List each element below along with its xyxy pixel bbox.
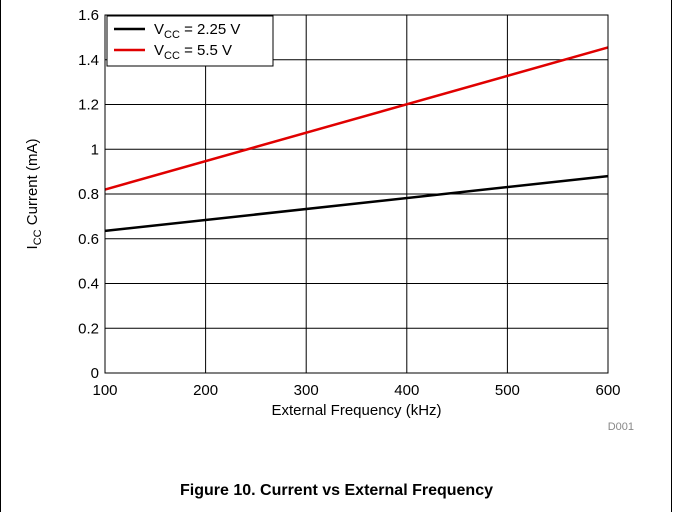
y-axis-label-pre: I bbox=[24, 245, 41, 249]
series-line-1 bbox=[104, 46, 609, 191]
x-tick-label: 500 bbox=[495, 382, 520, 399]
y-tick-label: 1.2 bbox=[78, 97, 99, 114]
x-tick-label: 400 bbox=[394, 382, 419, 399]
y-tick-label: 0.8 bbox=[78, 186, 99, 203]
series-layer bbox=[104, 46, 609, 233]
legend-1-pre: V bbox=[154, 42, 164, 59]
x-tick-label: 300 bbox=[294, 382, 319, 399]
x-tick-label: 600 bbox=[595, 382, 620, 399]
figure-code: D001 bbox=[608, 421, 634, 433]
x-tick-label: 200 bbox=[193, 382, 218, 399]
figure-caption: Figure 10. Current vs External Frequency bbox=[180, 482, 493, 499]
legend-entry-vcc-5-5: VCC = 5.5 V bbox=[154, 42, 232, 62]
legend-0-post: = 2.25 V bbox=[180, 21, 240, 38]
x-axis-label: External Frequency (kHz) bbox=[271, 402, 441, 419]
y-tick-label: 1.4 bbox=[78, 52, 99, 69]
y-tick-label: 0.2 bbox=[78, 320, 99, 337]
y-tick-label: 0.6 bbox=[78, 231, 99, 248]
x-tick-label: 100 bbox=[92, 382, 117, 399]
chart: 100 200 300 400 500 600 0 0.2 0.4 0.6 0.8 1 1.2 1.4 1.… bbox=[24, 7, 634, 433]
frame-right-border bbox=[671, 0, 672, 512]
y-tick-label: 0.4 bbox=[78, 276, 99, 293]
y-axis-label-post: Current (mA) bbox=[24, 139, 41, 230]
tick-labels: 100 200 300 400 500 600 0 0.2 0.4 0.6 0.8 1 1.2 1.4 1.… bbox=[78, 7, 620, 399]
y-tick-label: 1 bbox=[91, 141, 99, 158]
legend: VCC = 2.25 V VCC = 5.5 V bbox=[106, 15, 274, 67]
legend-box bbox=[106, 15, 274, 67]
legend-0-pre: V bbox=[154, 21, 164, 38]
y-tick-label: 1.6 bbox=[78, 7, 99, 24]
plot-border bbox=[104, 14, 609, 374]
series-line-0 bbox=[104, 174, 609, 233]
legend-entry-vcc-2-25: VCC = 2.25 V bbox=[154, 21, 240, 41]
legend-1-post: = 5.5 V bbox=[180, 42, 232, 59]
y-axis-label-sub: CC bbox=[32, 229, 44, 245]
grid bbox=[105, 15, 608, 373]
y-tick-label: 0 bbox=[91, 365, 99, 382]
legend-0-sub: CC bbox=[164, 29, 180, 41]
legend-1-sub: CC bbox=[164, 50, 180, 62]
frame-left-border bbox=[0, 0, 1, 512]
y-axis-label: ICC Current (mA) bbox=[24, 139, 44, 250]
